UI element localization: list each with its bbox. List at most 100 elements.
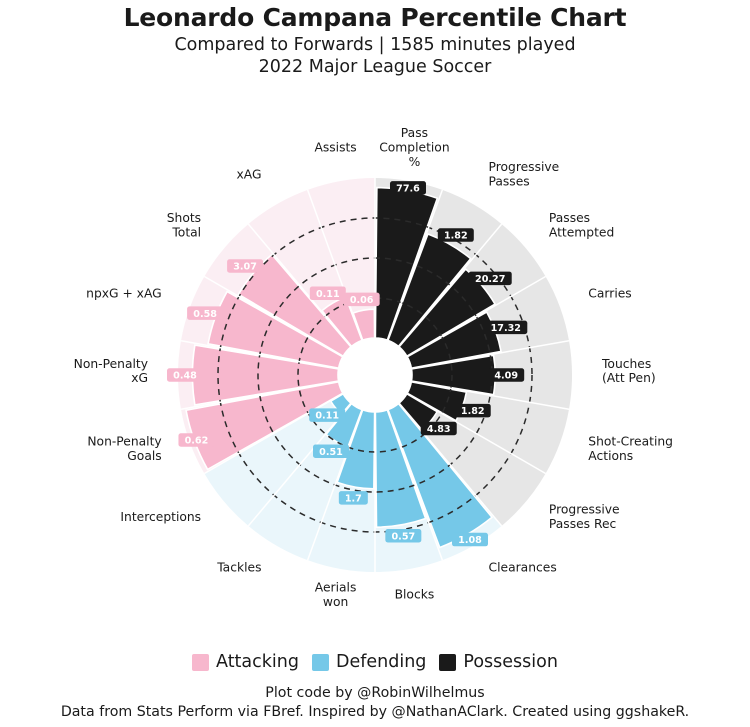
sector-divider (406, 275, 546, 358)
footer-credit-line: Plot code by @RobinWilhelmus (265, 685, 485, 701)
sector-label-line: won (323, 595, 348, 609)
sector-label-line: Interceptions (120, 510, 201, 524)
value-label: 4.83 (427, 424, 451, 435)
value-chip: 1.82 (437, 228, 474, 242)
value-label: 0.58 (193, 309, 217, 320)
value-chip: 4.09 (488, 368, 525, 382)
value-chip: 77.6 (389, 181, 426, 195)
sector-label-line: Aerials (315, 580, 357, 594)
sector-label: Touches(Att Pen) (601, 357, 656, 385)
sector-label-line: Pass (401, 126, 428, 140)
sector-label-line: Attempted (549, 225, 614, 239)
sector-label-line: % (409, 155, 421, 169)
sector-label-line: Goals (127, 449, 161, 463)
percentile-chart: 77.6 1.82 20.27 17.32 4.09 1.82 4.83 1.08 0.57 1.… (0, 88, 750, 640)
value-chip: 1.82 (454, 403, 491, 418)
legend-swatch-icon (311, 653, 329, 671)
value-chip: 1.08 (452, 532, 488, 547)
value-label: 0.11 (315, 411, 339, 422)
value-label: 1.08 (458, 535, 482, 546)
sector-label-line: Passes Rec (549, 517, 616, 531)
sector-label-line: Tackles (216, 561, 261, 575)
value-chip: 0.06 (343, 292, 380, 307)
sector-label: Blocks (395, 588, 435, 602)
sector-label: npxG + xAG (86, 286, 162, 300)
sector-label-line: Non-Penalty (87, 434, 161, 448)
legend-item[interactable]: Defending (311, 652, 427, 672)
sector-divider (204, 392, 344, 475)
value-label: 1.82 (461, 406, 485, 417)
chart-footer: Plot code by @RobinWilhelmus Data from S… (0, 684, 750, 721)
value-chip: 3.07 (227, 259, 264, 273)
chart-legend: Attacking Defending Possession (0, 652, 750, 672)
value-chip: 0.11 (309, 408, 346, 422)
sector-divider (306, 409, 364, 561)
legend-label: Attacking (216, 652, 299, 672)
sector-label-line: Passes (549, 211, 590, 225)
sector-label-line: Progressive (489, 160, 560, 174)
sector-divider (180, 340, 339, 370)
sector-label-line: Actions (588, 449, 633, 463)
sector-label-line: Shots (167, 211, 201, 225)
sector-label-line: npxG + xAG (86, 286, 162, 300)
value-chip: 0.48 (167, 368, 203, 382)
value-label: 1.7 (345, 494, 362, 505)
sector-label-line: Passes (489, 175, 530, 189)
value-label: 3.07 (233, 262, 257, 273)
sector-divider (386, 189, 444, 341)
sector-label-line: Shot-Creating (588, 434, 673, 448)
sector-label-line: xG (131, 371, 148, 385)
sector-divider (247, 223, 352, 348)
sector-label-line: Non-Penalty (74, 357, 148, 371)
sector-label: xAG (236, 167, 261, 181)
sector-divider (386, 409, 444, 561)
chart-subtitle-line-2: 2022 Major League Soccer (258, 57, 492, 78)
value-chip: 0.62 (178, 433, 215, 447)
legend-swatch-icon (439, 653, 457, 671)
value-label: 1.82 (444, 231, 468, 242)
value-label: 0.57 (392, 531, 416, 542)
footer-source-line: Data from Stats Perform via FBref. Inspi… (60, 703, 690, 720)
sector-divider (398, 402, 503, 527)
center-hole (338, 338, 412, 412)
legend-item[interactable]: Possession (439, 652, 558, 672)
value-label: 4.09 (494, 371, 518, 382)
sector-label-line: Clearances (489, 561, 557, 575)
sector-divider (247, 402, 352, 527)
sector-label-line: Assists (314, 140, 356, 154)
sector-label-line: Touches (601, 357, 651, 371)
sector-label-line: Progressive (549, 503, 620, 517)
radial-percentile-plot: 77.6 1.82 20.27 17.32 4.09 1.82 4.83 1.08 0.57 1.… (74, 126, 673, 609)
value-label: 0.11 (316, 289, 340, 300)
chart-subtitle-line-1: Compared to Forwards | 1585 minutes play… (174, 35, 576, 55)
value-label: 0.06 (350, 295, 374, 306)
sector-label: Interceptions (120, 510, 201, 524)
value-chip: 0.51 (313, 444, 349, 458)
sector-divider (180, 380, 339, 410)
value-chip: 17.32 (484, 320, 528, 335)
legend-label: Defending (335, 652, 427, 672)
value-chip: 0.57 (385, 528, 422, 543)
value-chip: 20.27 (468, 271, 512, 286)
sector-divider (406, 392, 546, 475)
value-label: 20.27 (475, 274, 505, 285)
value-chip: 0.11 (309, 286, 346, 300)
value-chip: 0.58 (187, 306, 224, 320)
sector-label-line: xAG (236, 167, 261, 181)
chart-header: Leonardo Campana Percentile Chart Compar… (0, 0, 750, 79)
value-label: 0.51 (319, 447, 343, 458)
legend-item[interactable]: Attacking (192, 652, 299, 672)
value-chip: 1.7 (338, 491, 368, 505)
sector-label-line: Carries (588, 286, 631, 300)
legend-swatch-icon (192, 653, 210, 671)
sector-label: Tackles (216, 561, 261, 575)
